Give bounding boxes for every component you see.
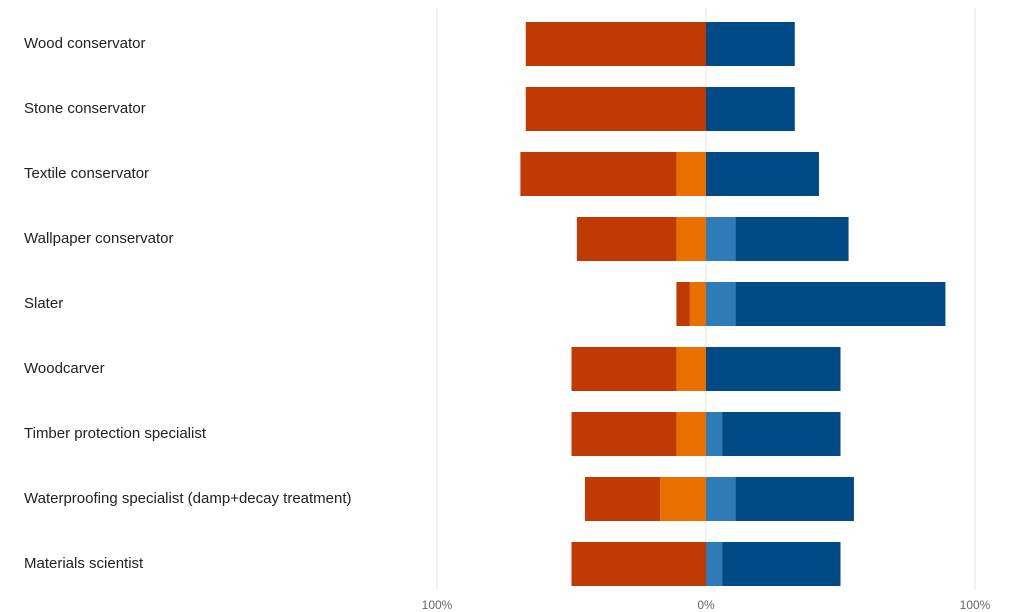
bar-segment — [722, 542, 841, 586]
category-label: Slater — [24, 295, 63, 312]
bar-segment — [660, 477, 706, 521]
bar-segment — [525, 87, 706, 131]
bar-segment — [706, 282, 736, 326]
bar-segment — [706, 347, 841, 391]
bar-segment — [676, 152, 706, 196]
bar-segment — [571, 412, 677, 456]
bar-segment — [584, 477, 661, 521]
bar-segment — [676, 217, 706, 261]
category-label: Waterproofing specialist (damp+decay tre… — [24, 490, 352, 507]
bar-segment — [676, 282, 690, 326]
bar-segment — [525, 22, 706, 66]
category-label: Wood conservator — [24, 35, 145, 52]
bar-segment — [520, 152, 677, 196]
bar-segment — [676, 347, 706, 391]
bar-segment — [706, 152, 819, 196]
category-label: Wallpaper conservator — [24, 230, 174, 247]
bar-segment — [722, 412, 841, 456]
x-axis-ticks: 100% 0% 100% — [422, 598, 991, 612]
bar-segment — [706, 477, 736, 521]
category-labels: Wood conservator Stone conservator Textile… — [24, 35, 352, 572]
bar-segment — [689, 282, 706, 326]
bar-segment — [571, 542, 706, 586]
bar-segment — [735, 282, 946, 326]
bar-segment — [571, 347, 677, 391]
category-label: Materials scientist — [24, 555, 144, 572]
bar-segment — [706, 412, 723, 456]
bar-segment — [676, 412, 706, 456]
bar-segment — [576, 217, 677, 261]
bar-segment — [706, 22, 795, 66]
category-label: Timber protection specialist — [24, 425, 207, 442]
category-label: Textile conservator — [24, 165, 149, 182]
category-label: Woodcarver — [24, 360, 105, 377]
bar-segment — [706, 87, 795, 131]
x-tick-label: 100% — [422, 598, 453, 612]
bar-segment — [706, 217, 736, 261]
bar-segment — [706, 542, 723, 586]
x-tick-label: 100% — [960, 598, 991, 612]
x-tick-label: 0% — [697, 598, 715, 612]
bar-segment — [735, 477, 854, 521]
category-label: Stone conservator — [24, 100, 146, 117]
bars — [520, 22, 946, 586]
bar-segment — [735, 217, 849, 261]
